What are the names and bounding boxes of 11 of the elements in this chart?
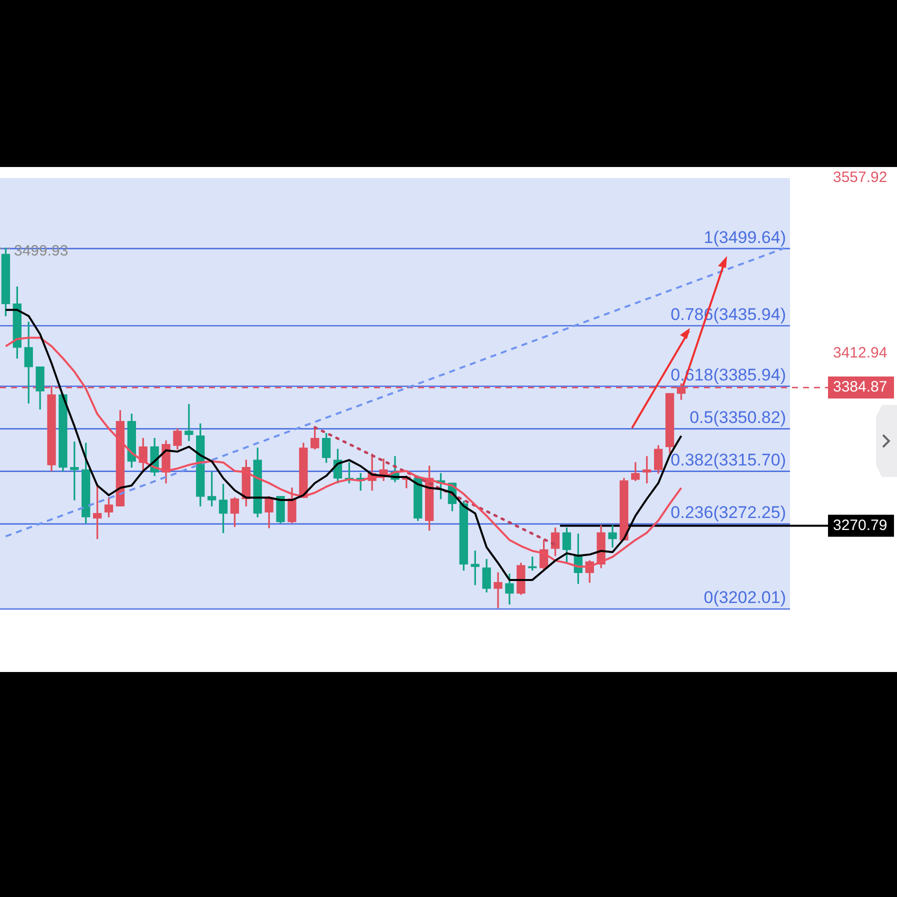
ref-line-label: 0(3202.01)	[704, 588, 786, 608]
ref-line-label: 0.382(3315.70)	[670, 450, 786, 470]
ref-line-label: 0.5(3350.82)	[690, 408, 786, 427]
y-tick-label: 3270.79	[833, 516, 888, 534]
y-tick-label: 3384.87	[833, 378, 888, 396]
candlestick	[70, 442, 79, 500]
y-tick-label: 3557.92	[833, 169, 888, 186]
y-tick-label: 3412.94	[833, 344, 888, 362]
ref-line-label: 0.236(3272.25)	[670, 503, 786, 522]
candlestick	[494, 572, 502, 608]
ref-line-label: 1(3499.64)	[704, 228, 786, 247]
